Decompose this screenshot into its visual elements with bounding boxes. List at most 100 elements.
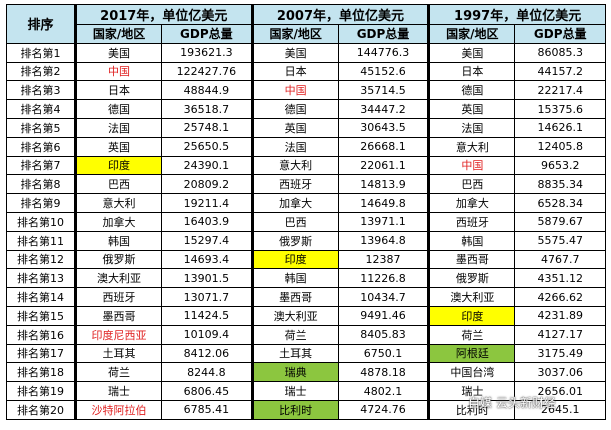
gdp-cell-2017: 13901.5 bbox=[161, 268, 253, 289]
country-cell-1997: 意大利 bbox=[427, 136, 516, 157]
country-cell-1997: 西班牙 bbox=[427, 211, 516, 232]
gdp-cell-2007: 11226.8 bbox=[337, 268, 430, 289]
watermark-text: 自媒 云头新财经 bbox=[468, 396, 556, 410]
gdp-cell-2017: 20809.2 bbox=[161, 174, 253, 195]
rank-cell: 排名第3 bbox=[6, 80, 76, 101]
country-header-2007: 国家/地区 bbox=[250, 24, 339, 44]
rank-cell: 排名第15 bbox=[6, 305, 76, 326]
gdp-cell-2007: 30643.5 bbox=[337, 117, 430, 138]
gdp-cell-1997: 4231.89 bbox=[514, 305, 606, 326]
rank-header: 排序 bbox=[6, 4, 76, 44]
rank-cell: 排名第17 bbox=[6, 343, 76, 364]
rank-cell: 排名第9 bbox=[6, 193, 76, 213]
country-cell-2007: 美国 bbox=[250, 42, 339, 63]
table-row: 排名第7 印度 24390.1 意大利 22061.1 中国 9653.2 bbox=[6, 155, 606, 176]
gdp-cell-2017: 48844.9 bbox=[161, 80, 253, 101]
country-cell-1997: 俄罗斯 bbox=[427, 268, 516, 289]
gdp-cell-2007: 8405.83 bbox=[337, 324, 430, 345]
table-row: 排名第2 中国 122427.76 日本 45152.6 日本 44157.2 bbox=[6, 61, 606, 82]
rank-cell: 排名第10 bbox=[6, 211, 76, 232]
gdp-cell-2017: 193621.3 bbox=[161, 42, 253, 63]
country-cell-1997: 中国 bbox=[427, 155, 516, 176]
country-cell-1997: 美国 bbox=[427, 42, 516, 63]
country-cell-2017: 英国 bbox=[73, 136, 163, 157]
gdp-cell-2007: 12387 bbox=[337, 249, 430, 270]
table-body: 排名第1 美国 193621.3 美国 144776.3 美国 86085.3 排名第2 中国 1… bbox=[6, 42, 606, 420]
gdp-cell-1997: 4266.62 bbox=[514, 287, 606, 307]
country-cell-2007: 印度 bbox=[250, 249, 339, 270]
gdp-cell-1997: 3037.06 bbox=[514, 362, 606, 383]
gdp-cell-2007: 14813.9 bbox=[337, 174, 430, 195]
gdp-cell-2017: 11424.5 bbox=[161, 305, 253, 326]
country-cell-2017: 巴西 bbox=[73, 174, 163, 195]
period-2017-title: 2017年，单位亿美元 bbox=[73, 4, 253, 25]
gdp-cell-2017: 19211.4 bbox=[161, 193, 253, 213]
gdp-cell-1997: 4127.17 bbox=[514, 324, 606, 345]
gdp-cell-2007: 6750.1 bbox=[337, 343, 430, 364]
country-cell-2007: 俄罗斯 bbox=[250, 230, 339, 251]
table-row: 排名第17 土耳其 8412.06 土耳其 6750.1 阿根廷 3175.49 bbox=[6, 343, 606, 364]
country-cell-2017: 法国 bbox=[73, 117, 163, 138]
country-cell-2017: 瑞士 bbox=[73, 381, 163, 401]
country-header-2017: 国家/地区 bbox=[73, 24, 163, 44]
table-row: 排名第11 韩国 15297.4 俄罗斯 13964.8 韩国 5575.47 bbox=[6, 230, 606, 251]
rank-cell: 排名第11 bbox=[6, 230, 76, 251]
country-cell-2017: 日本 bbox=[73, 80, 163, 101]
country-cell-1997: 巴西 bbox=[427, 174, 516, 195]
country-cell-2007: 韩国 bbox=[250, 268, 339, 289]
gdp-cell-2017: 13071.7 bbox=[161, 287, 253, 307]
gdp-cell-2007: 4724.76 bbox=[337, 399, 430, 420]
gdp-cell-1997: 5575.47 bbox=[514, 230, 606, 251]
country-cell-2017: 荷兰 bbox=[73, 362, 163, 383]
country-cell-2007: 土耳其 bbox=[250, 343, 339, 364]
rank-cell: 排名第2 bbox=[6, 61, 76, 82]
gdp-cell-2007: 45152.6 bbox=[337, 61, 430, 82]
rank-cell: 排名第7 bbox=[6, 155, 76, 176]
rank-cell: 排名第19 bbox=[6, 381, 76, 401]
gdp-cell-2017: 15297.4 bbox=[161, 230, 253, 251]
table-row: 排名第16 印度尼西亚 10109.4 荷兰 8405.83 荷兰 4127.17 bbox=[6, 324, 606, 345]
gdp-cell-2007: 4802.1 bbox=[337, 381, 430, 401]
gdp-cell-2017: 8412.06 bbox=[161, 343, 253, 364]
rank-cell: 排名第14 bbox=[6, 287, 76, 307]
gdp-cell-2007: 10434.7 bbox=[337, 287, 430, 307]
gdp-cell-2007: 13971.1 bbox=[337, 211, 430, 232]
country-cell-2017: 意大利 bbox=[73, 193, 163, 213]
country-header-1997: 国家/地区 bbox=[427, 24, 516, 44]
country-cell-2007: 荷兰 bbox=[250, 324, 339, 345]
gdp-cell-1997: 4767.7 bbox=[514, 249, 606, 270]
gdp-cell-1997: 86085.3 bbox=[514, 42, 606, 63]
gdp-header-1997: GDP总量 bbox=[514, 24, 606, 44]
country-cell-2017: 德国 bbox=[73, 99, 163, 119]
table-row: 排名第5 法国 25748.1 英国 30643.5 法国 14626.1 bbox=[6, 117, 606, 138]
gdp-cell-2017: 25748.1 bbox=[161, 117, 253, 138]
country-cell-2017: 澳大利亚 bbox=[73, 268, 163, 289]
gdp-ranking-table: 排序 2017年，单位亿美元 2007年，单位亿美元 1997年，单位亿美元 国… bbox=[6, 4, 606, 420]
table-row: 排名第18 荷兰 8244.8 瑞典 4878.18 中国台湾 3037.06 bbox=[6, 362, 606, 383]
gdp-header-2007: GDP总量 bbox=[337, 24, 430, 44]
gdp-cell-1997: 2645.1 bbox=[514, 399, 606, 420]
gdp-cell-2017: 8244.8 bbox=[161, 362, 253, 383]
country-cell-1997: 加拿大 bbox=[427, 193, 516, 213]
country-cell-2007: 巴西 bbox=[250, 211, 339, 232]
country-cell-2017: 韩国 bbox=[73, 230, 163, 251]
gdp-cell-2007: 13964.8 bbox=[337, 230, 430, 251]
country-cell-2007: 德国 bbox=[250, 99, 339, 119]
table-row: 排名第10 加拿大 16403.9 巴西 13971.1 西班牙 5879.67 bbox=[6, 211, 606, 232]
country-cell-1997: 韩国 bbox=[427, 230, 516, 251]
header-row-years: 排序 2017年，单位亿美元 2007年，单位亿美元 1997年，单位亿美元 bbox=[6, 4, 606, 44]
country-cell-1997: 法国 bbox=[427, 117, 516, 138]
country-cell-2007: 英国 bbox=[250, 117, 339, 138]
rank-cell: 排名第16 bbox=[6, 324, 76, 345]
gdp-cell-2017: 10109.4 bbox=[161, 324, 253, 345]
gdp-cell-1997: 6528.34 bbox=[514, 193, 606, 213]
country-cell-1997: 比利时 bbox=[427, 399, 516, 420]
country-cell-1997: 中国台湾 bbox=[427, 362, 516, 383]
period-2007-title: 2007年，单位亿美元 bbox=[250, 4, 430, 25]
country-cell-2017: 印度尼西亚 bbox=[73, 324, 163, 345]
gdp-cell-2017: 36518.7 bbox=[161, 99, 253, 119]
country-cell-1997: 日本 bbox=[427, 61, 516, 82]
rank-cell: 排名第13 bbox=[6, 268, 76, 289]
country-cell-2007: 澳大利亚 bbox=[250, 305, 339, 326]
gdp-cell-2017: 122427.76 bbox=[161, 61, 253, 82]
